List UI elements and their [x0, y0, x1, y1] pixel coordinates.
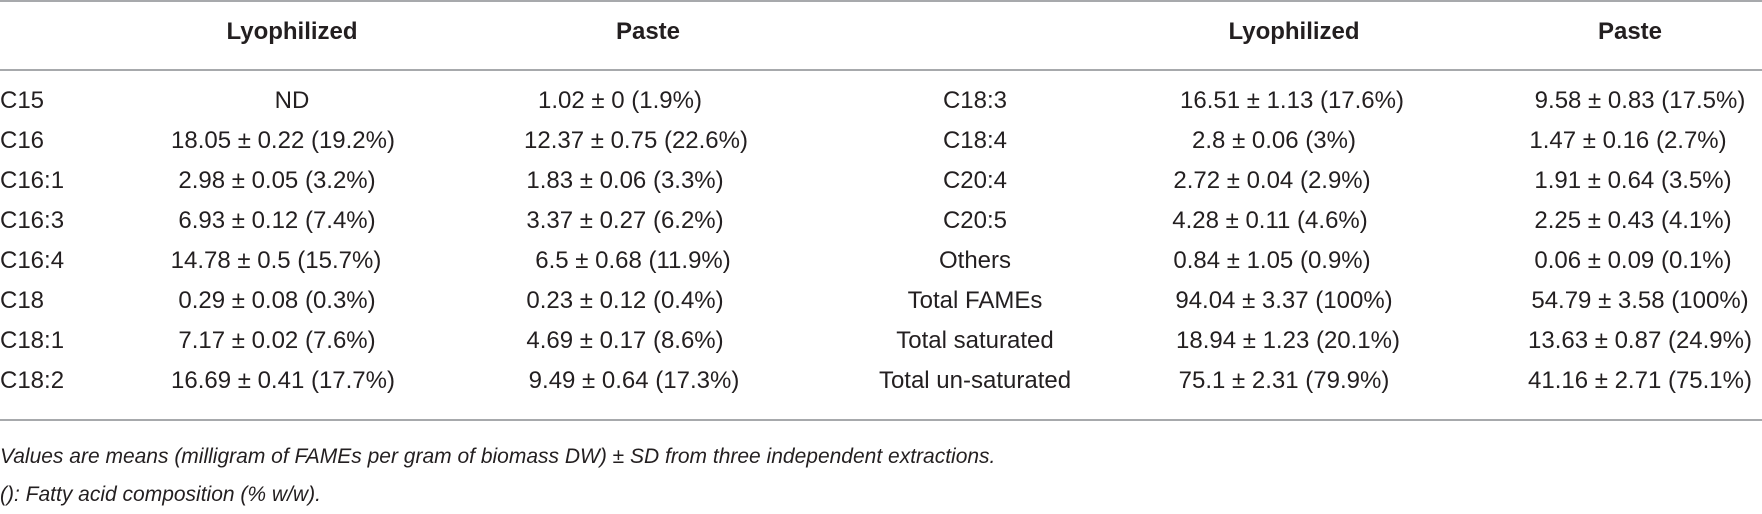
cell-paste-right: 0.06 ± 0.09 (0.1%)	[1534, 247, 1732, 274]
header-paste-right: Paste	[1597, 18, 1663, 45]
cell-lyophilized-left: 0.29 ± 0.08 (0.3%)	[178, 287, 376, 314]
table-row: C15 ND 1.02 ± 0 (1.9%) C18:3 16.51 ± 1.1…	[0, 81, 1762, 121]
header-lyophilized-right: Lyophilized	[1228, 18, 1360, 45]
row-label-left: C18	[0, 287, 45, 314]
cell-lyophilized-right: 75.1 ± 2.31 (79.9%)	[1178, 367, 1390, 394]
cell-paste-right: 2.25 ± 0.43 (4.1%)	[1534, 207, 1732, 234]
row-label-right: Others	[938, 247, 1012, 274]
table-row: C16:1 2.98 ± 0.05 (3.2%) 1.83 ± 0.06 (3.…	[0, 161, 1762, 201]
row-label-left: C16:1	[0, 167, 65, 194]
table-row: C16 18.05 ± 0.22 (19.2%) 12.37 ± 0.75 (2…	[0, 121, 1762, 161]
table-row: C16:3 6.93 ± 0.12 (7.4%) 3.37 ± 0.27 (6.…	[0, 201, 1762, 241]
cell-lyophilized-left: 7.17 ± 0.02 (7.6%)	[178, 327, 376, 354]
row-label-left: C16:3	[0, 207, 65, 234]
cell-lyophilized-left: 16.69 ± 0.41 (17.7%)	[171, 367, 395, 394]
cell-paste-right: 41.16 ± 2.71 (75.1%)	[1528, 367, 1752, 394]
cell-paste-left: 3.37 ± 0.27 (6.2%)	[526, 207, 724, 234]
row-label-right: C18:4	[942, 127, 1008, 154]
cell-paste-left: 12.37 ± 0.75 (22.6%)	[524, 127, 748, 154]
row-label-right: C20:5	[942, 207, 1008, 234]
cell-lyophilized-left: 14.78 ± 0.5 (15.7%)	[170, 247, 382, 274]
table-header-rule	[0, 69, 1762, 71]
row-label-right: Total saturated	[896, 327, 1054, 354]
row-label-left: C16	[0, 127, 45, 154]
cell-lyophilized-right: 2.72 ± 0.04 (2.9%)	[1173, 167, 1371, 194]
cell-lyophilized-left: 18.05 ± 0.22 (19.2%)	[171, 127, 395, 154]
cell-lyophilized-right: 4.28 ± 0.11 (4.6%)	[1172, 207, 1368, 234]
table-header-row: Lyophilized Paste Lyophilized Paste	[0, 0, 1762, 69]
cell-lyophilized-left: 6.93 ± 0.12 (7.4%)	[178, 207, 376, 234]
footnote-composition: (): Fatty acid composition (% w/w).	[0, 483, 321, 506]
cell-paste-right: 13.63 ± 0.87 (24.9%)	[1528, 327, 1752, 354]
cell-lyophilized-left: 2.98 ± 0.05 (3.2%)	[178, 167, 376, 194]
row-label-left: C18:1	[0, 327, 65, 354]
table-row: C16:4 14.78 ± 0.5 (15.7%) 6.5 ± 0.68 (11…	[0, 241, 1762, 281]
footnote-values: Values are means (milligram of FAMEs per…	[0, 445, 996, 468]
table-row: C18:1 7.17 ± 0.02 (7.6%) 4.69 ± 0.17 (8.…	[0, 321, 1762, 361]
cell-paste-right: 1.47 ± 0.16 (2.7%)	[1529, 127, 1727, 154]
table-top-rule	[0, 0, 1762, 2]
cell-lyophilized-left: ND	[274, 87, 310, 114]
cell-lyophilized-right: 18.94 ± 1.23 (20.1%)	[1176, 327, 1400, 354]
table-row: C18 0.29 ± 0.08 (0.3%) 0.23 ± 0.12 (0.4%…	[0, 281, 1762, 321]
cell-paste-right: 9.58 ± 0.83 (17.5%)	[1534, 87, 1746, 114]
header-lyophilized-left: Lyophilized	[226, 18, 358, 45]
cell-paste-left: 1.02 ± 0 (1.9%)	[538, 87, 702, 114]
cell-lyophilized-right: 16.51 ± 1.13 (17.6%)	[1180, 87, 1404, 114]
table-bottom-rule	[0, 419, 1762, 421]
row-label-left: C15	[0, 87, 45, 114]
cell-paste-right: 1.91 ± 0.64 (3.5%)	[1534, 167, 1732, 194]
row-label-right: C18:3	[942, 87, 1008, 114]
cell-lyophilized-right: 2.8 ± 0.06 (3%)	[1192, 127, 1356, 154]
table-body: C15 ND 1.02 ± 0 (1.9%) C18:3 16.51 ± 1.1…	[0, 81, 1762, 401]
cell-paste-left: 4.69 ± 0.17 (8.6%)	[526, 327, 724, 354]
row-label-left: C18:2	[0, 367, 65, 394]
cell-paste-right: 54.79 ± 3.58 (100%)	[1531, 287, 1749, 314]
row-label-right: C20:4	[942, 167, 1008, 194]
cell-lyophilized-right: 94.04 ± 3.37 (100%)	[1175, 287, 1393, 314]
cell-lyophilized-right: 0.84 ± 1.05 (0.9%)	[1173, 247, 1371, 274]
cell-paste-left: 0.23 ± 0.12 (0.4%)	[526, 287, 724, 314]
row-label-left: C16:4	[0, 247, 65, 274]
table-footnotes: Values are means (milligram of FAMEs per…	[0, 438, 995, 514]
cell-paste-left: 6.5 ± 0.68 (11.9%)	[535, 247, 731, 274]
cell-paste-left: 1.83 ± 0.06 (3.3%)	[526, 167, 724, 194]
table-row: C18:2 16.69 ± 0.41 (17.7%) 9.49 ± 0.64 (…	[0, 361, 1762, 401]
row-label-right: Total FAMEs	[907, 287, 1043, 314]
cell-paste-left: 9.49 ± 0.64 (17.3%)	[528, 367, 740, 394]
header-paste-left: Paste	[615, 18, 681, 45]
row-label-right: Total un-saturated	[878, 367, 1072, 394]
